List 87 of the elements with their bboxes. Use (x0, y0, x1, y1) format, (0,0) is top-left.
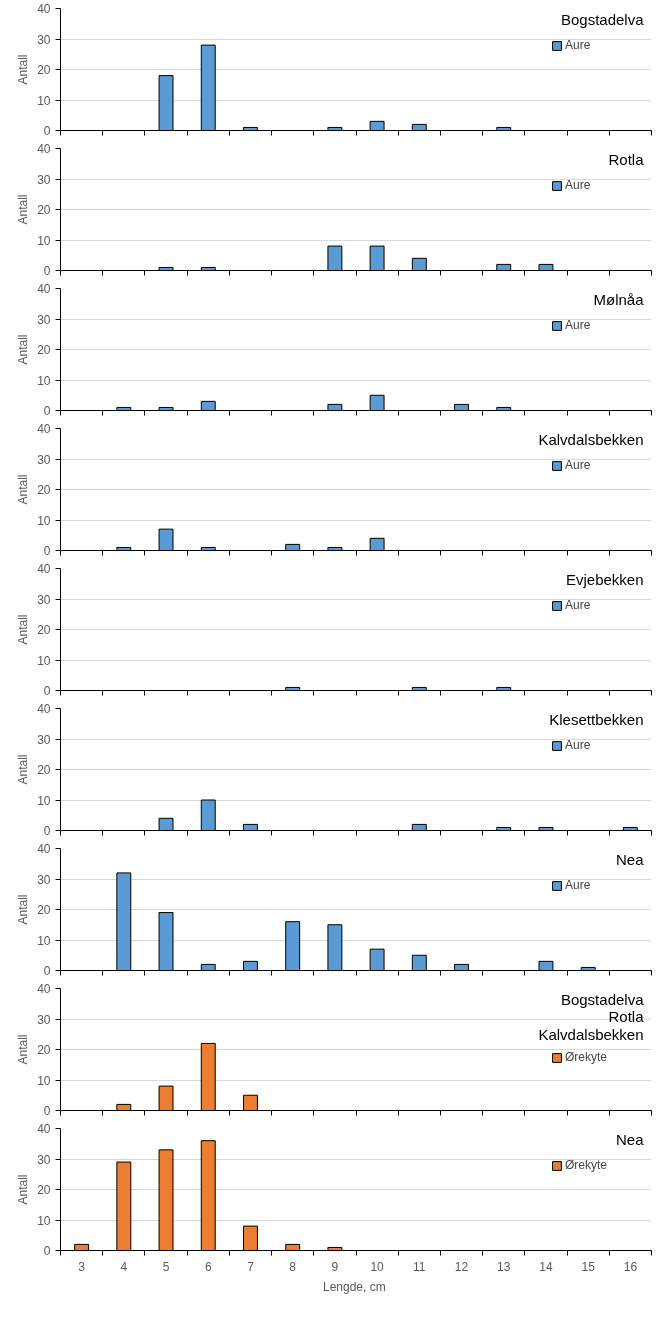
x-tick-label: 7 (247, 1259, 255, 1274)
y-tick-label: 10 (37, 1213, 51, 1228)
y-axis-title: Antall (16, 614, 31, 645)
x-tick-label: 5 (162, 1259, 170, 1274)
y-tick-label: 30 (37, 1152, 51, 1167)
y-tick-label: 30 (37, 872, 51, 887)
y-tick-label: 10 (37, 373, 51, 388)
y-tick-label: 30 (37, 32, 51, 47)
y-tick-label: 30 (37, 172, 51, 187)
legend-label: Aure (565, 38, 591, 52)
y-tick-label: 30 (37, 312, 51, 327)
y-tick-label: 20 (37, 63, 51, 77)
y-tick-label: 0 (43, 124, 51, 138)
x-tick-label: 4 (120, 1259, 128, 1274)
y-tick-label: 10 (37, 793, 51, 808)
chart-title: Klesettbekken (549, 710, 644, 728)
y-tick-label: 20 (37, 203, 51, 217)
x-tick-label: 16 (623, 1259, 638, 1274)
y-tick-label: 0 (43, 544, 51, 558)
y-tick-label: 40 (37, 282, 51, 296)
legend-label: Aure (565, 458, 591, 472)
y-tick-label: 20 (37, 483, 51, 497)
y-tick-label: 20 (37, 623, 51, 637)
y-tick-label: 10 (37, 513, 51, 528)
chart-title: Rotla (608, 150, 645, 168)
y-tick-label: 30 (37, 1012, 51, 1027)
chart-title: Evjebekken (565, 570, 644, 588)
y-axis-title: Antall (16, 1034, 31, 1065)
y-axis-title: Antall (16, 334, 31, 365)
y-tick-label: 30 (37, 592, 51, 607)
y-tick-label: 40 (37, 702, 51, 716)
x-tick-label: 12 (454, 1259, 469, 1274)
y-tick-label: 40 (37, 142, 51, 156)
x-tick-label: 3 (78, 1259, 86, 1274)
legend-label: Aure (565, 318, 591, 332)
y-axis-title: Antall (16, 894, 31, 925)
text: Ørekyte (565, 1158, 608, 1172)
legend-label: Aure (565, 878, 591, 892)
y-tick-label: 0 (43, 1244, 51, 1258)
y-tick-label: 0 (43, 1104, 51, 1118)
x-tick-label: 9 (331, 1259, 339, 1274)
y-axis-title: Antall (16, 754, 31, 785)
text: Bogstadelva Rotla Kalvdalsbekken (538, 990, 645, 1044)
y-tick-label: 20 (37, 763, 51, 777)
x-tick-label: 8 (289, 1259, 297, 1274)
x-axis-title: Lengde, cm (322, 1279, 386, 1294)
y-tick-label: 40 (37, 842, 51, 856)
y-tick-label: 40 (37, 982, 51, 996)
y-tick-label: 40 (37, 2, 51, 16)
chart-title: Mølnåa (593, 290, 645, 308)
y-tick-label: 30 (37, 732, 51, 747)
y-tick-label: 0 (43, 964, 51, 978)
y-tick-label: 10 (37, 233, 51, 248)
y-tick-label: 0 (43, 824, 51, 838)
x-tick-label: 11 (413, 1259, 426, 1274)
y-tick-label: 20 (37, 1183, 51, 1197)
y-tick-label: 40 (37, 422, 51, 436)
x-tick-label: 14 (539, 1259, 553, 1274)
chart-title: Bogstadelva (560, 10, 645, 28)
legend-label: Aure (565, 598, 591, 612)
y-axis-title: Antall (16, 474, 31, 505)
y-tick-label: 20 (37, 343, 51, 357)
x-tick-label: 6 (204, 1259, 212, 1274)
y-tick-label: 0 (43, 264, 51, 278)
x-tick-label: 13 (497, 1259, 511, 1274)
chart-title: Kalvdalsbekken (538, 430, 644, 448)
y-tick-label: 10 (37, 93, 51, 108)
chart-title: Nea (615, 1130, 645, 1148)
y-tick-label: 0 (43, 404, 51, 418)
y-axis-title: Antall (16, 1174, 31, 1205)
legend-label: Aure (565, 738, 591, 752)
y-tick-label: 10 (37, 653, 51, 668)
x-tick-label: 10 (370, 1259, 385, 1274)
y-axis-title: Antall (16, 194, 31, 225)
y-tick-label: 30 (37, 452, 51, 467)
y-tick-label: 0 (43, 684, 51, 698)
y-tick-label: 40 (37, 1122, 51, 1136)
y-tick-label: 20 (37, 1043, 51, 1057)
y-tick-label: 40 (37, 562, 51, 576)
chart-title: Nea (615, 850, 645, 868)
legend-label: Ørekyte (565, 1050, 608, 1064)
y-tick-label: 10 (37, 933, 51, 948)
y-axis-title: Antall (16, 54, 31, 85)
legend-label: Aure (565, 178, 591, 192)
x-tick-label: 15 (581, 1259, 596, 1274)
y-tick-label: 20 (37, 903, 51, 917)
y-tick-label: 10 (37, 1073, 51, 1088)
